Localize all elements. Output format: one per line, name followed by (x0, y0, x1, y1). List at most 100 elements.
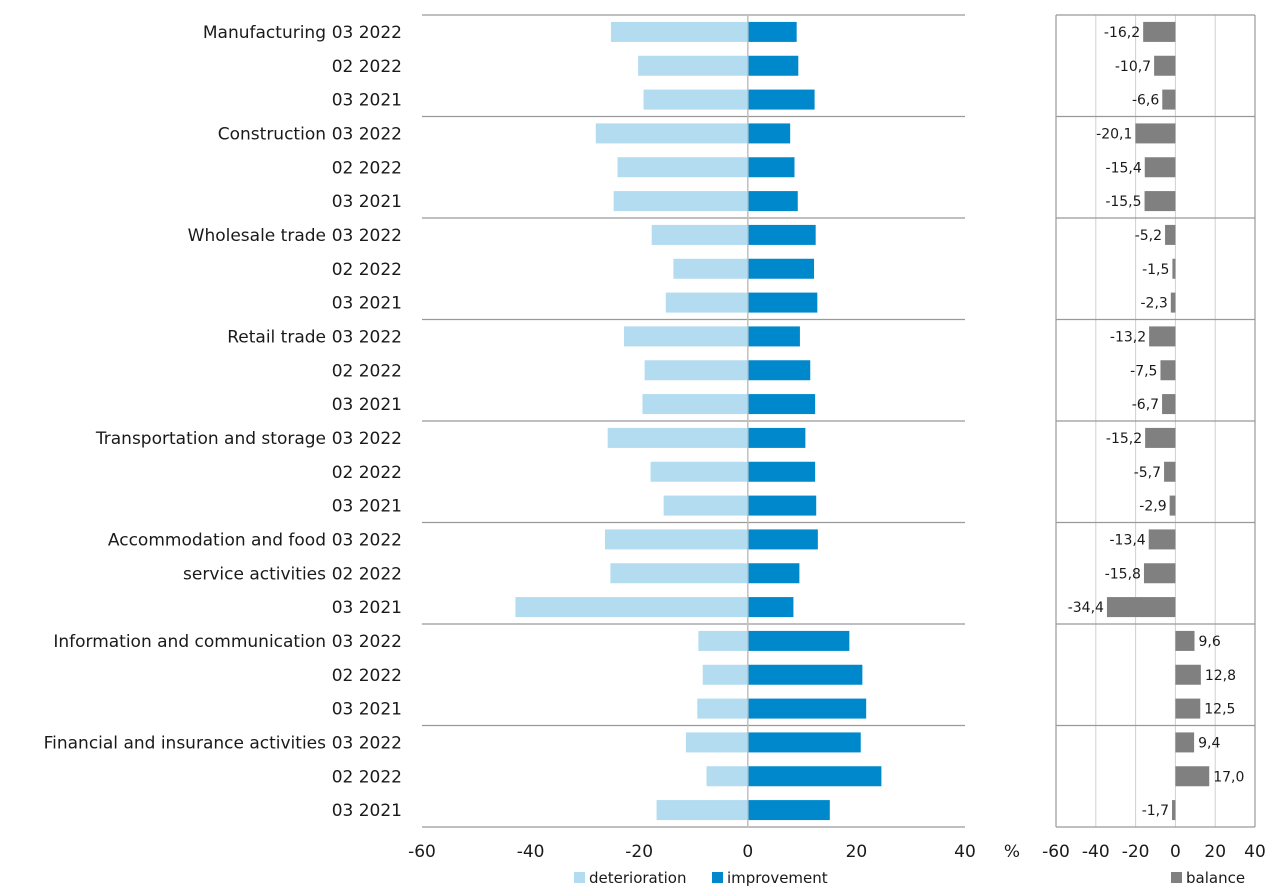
balance-bar (1143, 563, 1176, 584)
balance-bar (1170, 292, 1176, 313)
balance-bar (1144, 191, 1176, 212)
deterioration-bar (607, 427, 748, 448)
x-tick-label: -20 (625, 842, 653, 862)
deterioration-bar (638, 55, 748, 76)
balance-bar (1144, 157, 1176, 178)
deterioration-bar (650, 461, 748, 482)
improvement-bar (747, 597, 794, 618)
balance-bar (1148, 529, 1176, 550)
balance-label: -13,2 (1110, 329, 1146, 345)
x-tick-label: 40 (954, 842, 976, 862)
improvement-bar (747, 800, 830, 821)
deterioration-bar (604, 529, 748, 550)
category-label: Financial and insurance activities (44, 733, 327, 753)
balance-x-tick-label: -60 (1042, 842, 1070, 862)
balance-label: 9,6 (1199, 634, 1221, 650)
category-label: Information and communication (53, 632, 326, 652)
deterioration-bar (644, 360, 748, 381)
category-label: Construction (218, 124, 326, 144)
balance-label: -16,2 (1104, 25, 1140, 41)
improvement-bar (747, 461, 816, 482)
category-label: Transportation and storage (95, 429, 326, 449)
balance-bar (1145, 427, 1176, 448)
improvement-bar (747, 664, 863, 685)
improvement-bar (747, 495, 817, 516)
balance-label: -5,2 (1135, 228, 1162, 244)
period-label: 03 2022 (332, 124, 402, 144)
improvement-bar (747, 55, 799, 76)
balance-label: -7,5 (1130, 363, 1157, 379)
balance-label: -15,2 (1106, 431, 1142, 447)
balance-label: -1,5 (1142, 262, 1169, 278)
period-label: 03 2021 (332, 801, 402, 821)
deterioration-bar (623, 326, 748, 347)
deterioration-bar (656, 800, 748, 821)
balance-bar (1135, 123, 1176, 144)
balance-label: -2,9 (1139, 499, 1166, 515)
deterioration-bar (663, 495, 748, 516)
period-label: 02 2022 (332, 158, 402, 178)
balance-label: -1,7 (1142, 803, 1169, 819)
balance-bar (1169, 495, 1176, 516)
balance-x-tick-label: -40 (1082, 842, 1110, 862)
balance-label: -15,8 (1105, 566, 1141, 582)
period-label: 02 2022 (332, 463, 402, 483)
period-label: 03 2022 (332, 632, 402, 652)
balance-label: -5,7 (1134, 465, 1161, 481)
period-label: 03 2021 (332, 700, 402, 720)
balance-label: 12,5 (1204, 702, 1235, 718)
improvement-bar (747, 224, 816, 245)
deterioration-bar (515, 597, 748, 618)
period-label: 03 2022 (332, 530, 402, 550)
balance-bar (1172, 800, 1176, 821)
improvement-bar (747, 427, 806, 448)
balance-bar (1175, 732, 1195, 753)
deterioration-bar (651, 224, 748, 245)
period-label: 03 2021 (332, 192, 402, 212)
x-tick-label: -60 (408, 842, 436, 862)
legend-label-deterioration: deterioration (589, 869, 686, 887)
balance-label: 12,8 (1205, 668, 1236, 684)
period-label: 03 2021 (332, 91, 402, 111)
improvement-bar (747, 698, 867, 719)
improvement-bar (747, 258, 815, 279)
legend-swatch-improvement (712, 872, 723, 883)
balance-label: -15,5 (1105, 194, 1141, 210)
balance-label: -34,4 (1068, 600, 1104, 616)
balance-bar (1162, 89, 1176, 110)
balance-label: -20,1 (1096, 126, 1132, 142)
balance-x-tick-label: 0 (1170, 842, 1181, 862)
period-label: 03 2022 (332, 23, 402, 43)
improvement-bar (747, 360, 811, 381)
improvement-bar (747, 630, 850, 651)
deterioration-bar (613, 191, 748, 212)
balance-bar (1175, 664, 1201, 685)
improvement-bar (747, 292, 818, 313)
deterioration-bar (610, 563, 748, 584)
deterioration-bar (643, 89, 748, 110)
period-label: 02 2022 (332, 767, 402, 787)
deterioration-bar (595, 123, 748, 144)
balance-label: 17,0 (1213, 769, 1244, 785)
period-label: 03 2021 (332, 395, 402, 415)
improvement-bar (747, 123, 791, 144)
improvement-bar (747, 157, 795, 178)
balance-bar (1172, 258, 1176, 279)
x-tick-label: 0 (742, 842, 753, 862)
category-label: service activities (183, 564, 326, 584)
balance-label: -2,3 (1140, 296, 1167, 312)
period-label: 03 2021 (332, 497, 402, 517)
period-label: 02 2022 (332, 260, 402, 280)
balance-bar (1165, 224, 1176, 245)
balance-bar (1162, 394, 1176, 415)
category-label: Retail trade (227, 327, 326, 347)
improvement-bar (747, 529, 818, 550)
balance-bar (1175, 630, 1195, 651)
x-tick-label: -40 (517, 842, 545, 862)
legend-label-improvement: improvement (727, 869, 828, 887)
deterioration-bar (698, 630, 748, 651)
unit-label: % (1004, 842, 1020, 862)
balance-label: -6,6 (1132, 93, 1159, 109)
